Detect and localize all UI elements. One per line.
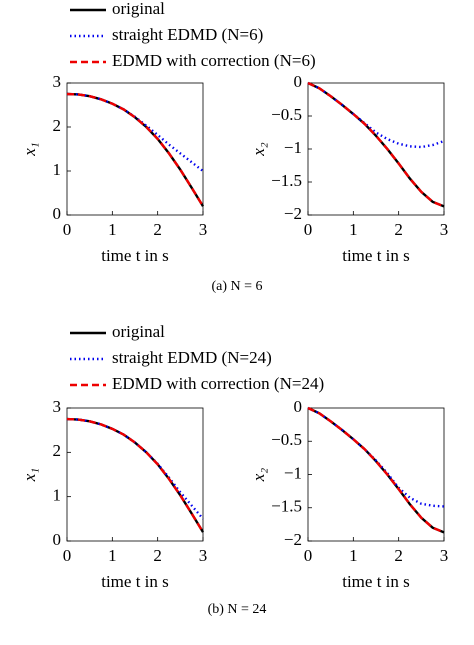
x-tick-label: 0 [304,546,313,565]
y-tick-label: −2 [284,204,302,223]
y-tick-label: 2 [53,116,62,135]
x-tick-label: 0 [304,220,313,239]
y-tick-label: 0 [294,72,303,91]
y-tick-label: 0 [294,397,303,416]
x-tick-label: 3 [440,220,449,239]
y-tick-label: 0 [53,530,62,549]
series-line [66,92,205,207]
x-tick-label: 3 [440,546,449,565]
plot-frame [66,82,204,216]
y-tick-label: −1.5 [271,497,302,516]
y-tick-label: 1 [53,160,62,179]
plot-frame [66,407,204,542]
series-line [66,92,205,207]
legend-label: original [112,322,165,341]
y-tick-label: 1 [53,486,62,505]
caption: (a) N = 6 [211,279,262,294]
x-tick-label: 1 [349,546,358,565]
x-tick-label: 2 [394,220,403,239]
y-tick-label: −1 [284,138,302,157]
x-tick-label: 3 [199,546,208,565]
x-axis-label: time t in s [101,572,169,591]
y-tick-label: −2 [284,530,302,549]
y-tick-label: −0.5 [271,430,302,449]
y-tick-label: 3 [53,397,62,416]
x-axis-label: time t in s [342,572,410,591]
x-tick-label: 1 [349,220,358,239]
series-line [66,417,205,533]
x-tick-label: 1 [108,546,117,565]
x-tick-label: 2 [394,546,403,565]
y-tick-label: 0 [53,204,62,223]
series-line [307,406,445,508]
series-line [66,92,204,172]
legend-label: EDMD with correction (N=6) [112,51,316,70]
y-axis-label: x₂ [249,468,268,483]
x-tick-label: 2 [153,546,162,565]
y-tick-label: −1 [284,463,302,482]
y-axis-label: x₂ [249,142,268,157]
x-tick-label: 2 [153,220,162,239]
x-tick-label: 0 [63,546,72,565]
x-tick-label: 1 [108,220,117,239]
y-axis-label: x₁ [20,142,39,156]
legend-label: straight EDMD (N=24) [112,348,272,367]
series-line [307,81,445,208]
y-tick-label: 2 [53,441,62,460]
y-tick-label: −0.5 [271,105,302,124]
y-axis-label: x₁ [20,468,39,482]
series-line [66,417,204,520]
series-line [66,417,205,533]
legend-label: straight EDMD (N=6) [112,25,263,44]
series-line [307,406,445,534]
x-tick-label: 0 [63,220,72,239]
y-tick-label: 3 [53,72,62,91]
x-axis-label: time t in s [101,246,169,265]
legend-label: original [112,0,165,18]
series-line [307,81,445,208]
y-tick-label: −1.5 [271,171,302,190]
legend-label: EDMD with correction (N=24) [112,374,324,393]
x-axis-label: time t in s [342,246,410,265]
series-line [307,406,445,534]
x-tick-label: 3 [199,220,208,239]
caption: (b) N = 24 [208,602,267,617]
